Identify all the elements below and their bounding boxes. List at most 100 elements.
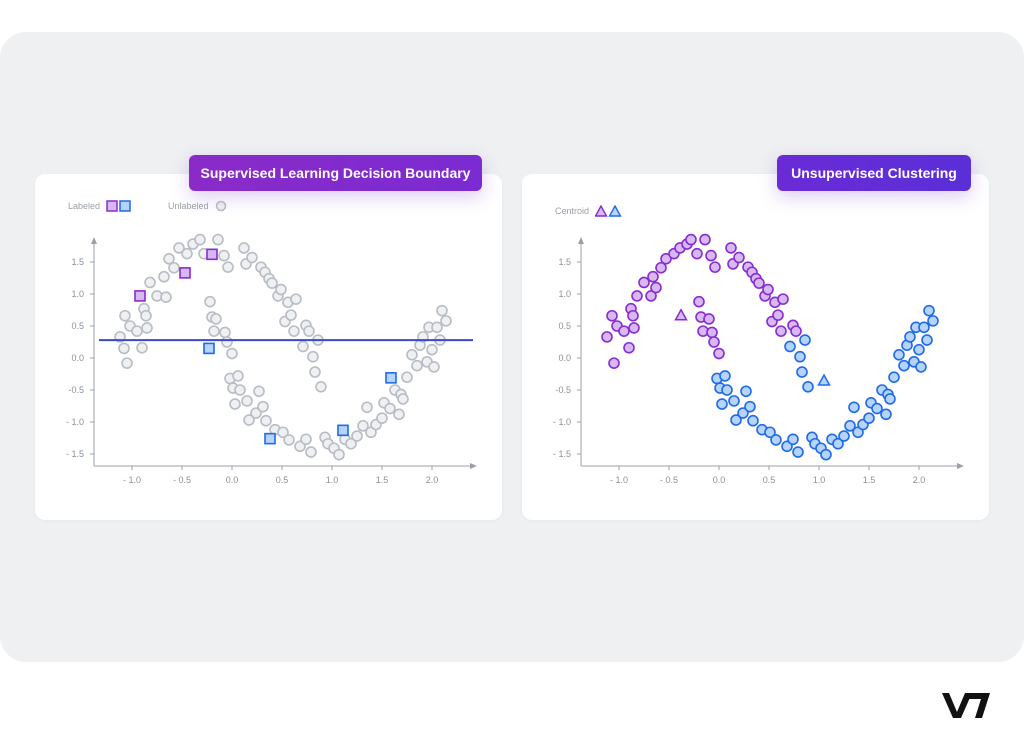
x-tick-label: - 1.0 xyxy=(123,475,141,485)
cluster-blue-point xyxy=(918,321,930,334)
unlabeled-point xyxy=(305,446,317,458)
supervised-chart-card: Labeled Unlabeled - 1.0 - 0.5 0.0 0.5 1.0 1.5… xyxy=(35,174,502,520)
unlabeled-point xyxy=(357,420,369,432)
x-tick-label: 0.0 xyxy=(713,475,726,485)
cluster-blue-point xyxy=(737,407,749,419)
labeled-blue-point xyxy=(203,342,215,355)
legend-unlabeled: Unlabeled xyxy=(168,200,228,212)
cluster-blue-point xyxy=(764,426,776,439)
cluster-purple-point xyxy=(699,233,711,246)
unlabeled-point xyxy=(208,325,220,337)
cluster-purple-point xyxy=(777,293,789,305)
cluster-blue-point xyxy=(848,401,860,414)
unlabeled-point xyxy=(119,309,131,322)
unlabeled-point xyxy=(131,325,143,337)
unlabeled-point xyxy=(307,350,319,363)
y-tick-label: -0.5 xyxy=(68,385,84,395)
cluster-blue-point xyxy=(832,437,844,450)
cluster-purple-point xyxy=(606,309,618,322)
y-tick-label: - 1.0 xyxy=(66,417,84,427)
cluster-purple-point xyxy=(608,357,620,369)
unlabeled-point xyxy=(210,313,222,325)
unlabeled-point xyxy=(118,342,130,355)
unlabeled-point xyxy=(181,247,193,260)
supervised-title-badge: Supervised Learning Decision Boundary xyxy=(189,155,482,191)
unlabeled-point xyxy=(160,291,172,303)
y-axis-arrow xyxy=(91,237,97,244)
y-tick-label: 1.0 xyxy=(71,289,84,299)
cluster-blue-point xyxy=(820,448,832,461)
unlabeled-point xyxy=(397,393,409,405)
cluster-purple-point xyxy=(601,331,613,343)
cluster-blue-point xyxy=(871,402,883,415)
labeled-blue-point xyxy=(264,432,276,445)
cluster-blue-point xyxy=(913,343,925,356)
cluster-blue-point xyxy=(898,359,910,372)
unlabeled-point xyxy=(218,249,230,262)
centroid-triangles-icon xyxy=(595,205,622,217)
cluster-blue-point xyxy=(796,366,808,378)
unlabeled-point xyxy=(283,434,295,446)
cluster-purple-point xyxy=(753,277,765,289)
unlabeled-point xyxy=(168,261,180,274)
cluster-purple-point xyxy=(705,249,717,262)
cluster-blue-point xyxy=(927,315,939,327)
labeled-blue-point xyxy=(337,424,349,437)
cluster-purple-point xyxy=(790,325,802,337)
cluster-purple-point xyxy=(647,270,659,283)
unlabeled-point xyxy=(253,385,265,398)
cluster-blue-point xyxy=(893,349,905,361)
cluster-blue-point xyxy=(799,334,811,346)
cluster-blue-point xyxy=(770,434,782,446)
y-tick-label: 1.5 xyxy=(71,257,84,267)
y-tick-label: 1.0 xyxy=(558,289,571,299)
cluster-blue-point xyxy=(904,331,916,343)
x-axis-arrow xyxy=(957,463,964,469)
cluster-purple-point xyxy=(618,325,630,337)
unlabeled-point xyxy=(226,347,238,360)
y-tick-label: -0.5 xyxy=(555,385,571,395)
cluster-purple-point xyxy=(685,233,697,246)
x-tick-label: 1.0 xyxy=(326,475,339,485)
cluster-blue-point xyxy=(888,371,900,383)
x-tick-label: - 0.5 xyxy=(173,475,191,485)
legend-labeled: Labeled xyxy=(68,200,132,212)
cluster-blue-point xyxy=(784,340,796,353)
unlabeled-point xyxy=(221,336,233,348)
unlabeled-point xyxy=(361,401,373,414)
unlabeled-point xyxy=(351,430,363,442)
unlabeled-point xyxy=(241,395,253,407)
y-tick-label: 1.5 xyxy=(558,257,571,267)
cluster-blue-point xyxy=(921,334,933,346)
unlabeled-point xyxy=(163,253,175,265)
cluster-blue-point xyxy=(747,414,759,427)
unlabeled-point xyxy=(158,270,170,283)
x-tick-label: - 1.0 xyxy=(610,475,628,485)
unlabeled-point xyxy=(194,233,206,246)
cluster-purple-point xyxy=(733,251,745,264)
cluster-purple-point xyxy=(713,347,725,360)
cluster-purple-point xyxy=(628,322,640,334)
x-tick-label: 1.5 xyxy=(863,475,876,485)
cluster-purple-point xyxy=(775,325,787,337)
unlabeled-point xyxy=(243,414,255,426)
labeled-blue-point xyxy=(385,372,397,384)
unlabeled-point xyxy=(144,276,156,289)
unlabeled-point xyxy=(300,433,312,446)
unlabeled-point xyxy=(257,400,269,413)
x-tick-label: 1.0 xyxy=(813,475,826,485)
unlabeled-point xyxy=(345,437,357,450)
cluster-purple-point xyxy=(627,309,639,322)
cluster-purple-point xyxy=(660,253,672,265)
cluster-blue-point xyxy=(794,350,806,363)
unlabeled-point xyxy=(285,309,297,321)
unlabeled-point xyxy=(436,304,448,317)
unlabeled-point xyxy=(234,384,246,396)
x-tick-label: 0.0 xyxy=(226,475,239,485)
y-tick-label: 0.0 xyxy=(71,353,84,363)
unlabeled-point xyxy=(277,426,289,439)
unlabeled-point xyxy=(136,341,148,354)
labeled-purple-point xyxy=(134,290,146,302)
x-tick-label: 2.0 xyxy=(426,475,439,485)
unsupervised-title-badge: Unsupervised Clustering xyxy=(777,155,971,191)
